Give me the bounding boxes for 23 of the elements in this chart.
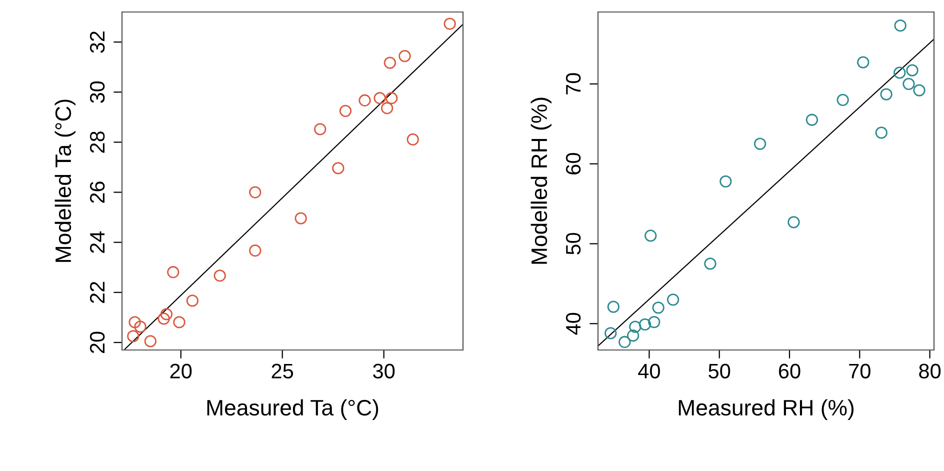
x-axis-title: Measured Ta (°C): [207, 399, 378, 420]
y-tick-label: 50: [566, 232, 581, 254]
y-tick-label: 20: [90, 332, 105, 354]
x-axis-title: Measured RH (%): [678, 399, 854, 420]
y-tick-label: 22: [90, 282, 104, 303]
y-tick-label: 60: [566, 153, 581, 174]
y-tick-label: 26: [90, 182, 105, 203]
x-tick-label: 40: [638, 364, 660, 378]
x-tick-label: 30: [373, 364, 395, 378]
y-tick-label: 28: [90, 132, 105, 153]
x-tick-label: 25: [272, 364, 294, 378]
y-axis-title: Modelled RH (%): [530, 98, 552, 264]
y-tick-label: 30: [90, 81, 105, 103]
x-tick-label: 50: [708, 364, 730, 378]
x-tick-label: 70: [849, 364, 870, 378]
y-tick-label: 70: [566, 73, 581, 94]
y-tick-label: 24: [90, 231, 104, 253]
y-tick-label: 32: [90, 32, 105, 53]
y-tick-label: 40: [566, 312, 581, 335]
x-tick-label: 60: [778, 364, 800, 378]
y-axis-title: Modelled Ta (°C): [54, 100, 76, 262]
x-tick-label: 80: [919, 364, 941, 378]
x-tick-label: 20: [170, 364, 192, 378]
